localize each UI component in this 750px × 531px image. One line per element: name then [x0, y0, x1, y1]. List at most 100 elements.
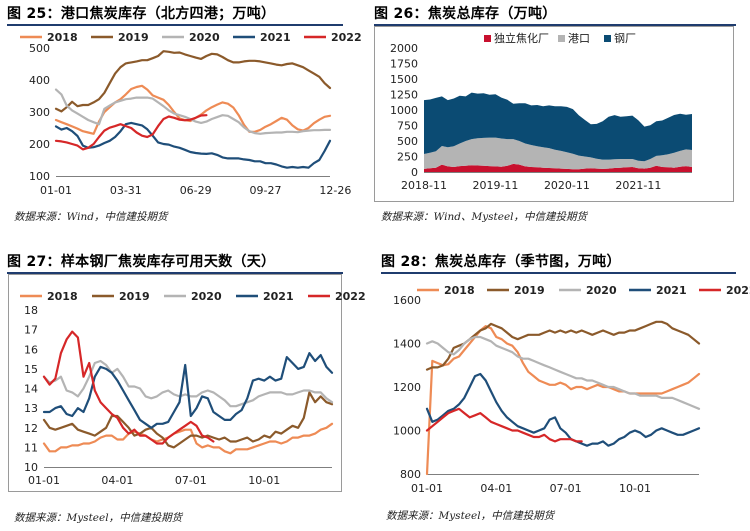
fig27-legend-label-2019: 2019: [119, 290, 150, 303]
fig25-y-tick-label: 100: [29, 170, 50, 183]
fig25-legend-label-2022: 2022: [331, 31, 362, 44]
fig26-legend-label-钢厂: 钢厂: [614, 32, 636, 45]
fig28-x-tick-label: 10-01: [619, 482, 651, 495]
figure-26-rule: [374, 24, 736, 26]
figure-26-title: 图 26：焦炭总库存（万吨）: [374, 6, 557, 22]
fig28-legend-label-2022: 2022: [726, 284, 750, 297]
fig25-x-tick-label: 09-27: [250, 184, 282, 197]
fig27-y-tick-label: 15: [24, 363, 38, 376]
fig27-y-tick-label: 11: [24, 441, 38, 454]
fig25-series-2022-line: [54, 114, 208, 151]
fig27-y-tick-label: 16: [24, 343, 38, 356]
figure-25-rule: [7, 24, 343, 26]
fig27-y-tick-label: 10: [24, 461, 38, 474]
fig25-y-tick-label: 400: [29, 74, 50, 87]
fig28-y-tick-label: 1000: [393, 425, 421, 438]
fig25-y-tick-label: 200: [29, 138, 50, 151]
fig25-y-tick-label: 500: [29, 42, 50, 55]
figure-25-chart: 100 200 300 400 500 01-01 03-31 06-29 09-27 12-26…: [20, 31, 362, 197]
fig28-series-2018-line: [425, 324, 701, 476]
fig27-y-tick-label: 13: [24, 402, 38, 415]
fig26-y-tick-label: 1500: [390, 73, 418, 86]
figure-25-source: 数据来源：Wind，中信建投期货: [14, 211, 168, 223]
fig28-series-2021-line: [425, 372, 701, 447]
fig25-y-tick-label: 300: [29, 106, 50, 119]
fig25-series-2019-line: [54, 50, 332, 113]
figure-27-source: 数据来源：Mysteel，中信建投期货: [14, 512, 183, 524]
fig28-series-2022-line: [425, 407, 583, 443]
figure-27-rule: [7, 272, 343, 274]
fig25-x-tick-label: 06-29: [180, 184, 212, 197]
fig28-x-tick-label: 04-01: [480, 482, 512, 495]
fig25-legend-label-2018: 2018: [47, 31, 78, 44]
fig26-y-tick-label: 1250: [390, 89, 418, 102]
figure-26-source: 数据来源：Wind、Mysteel，中信建投期货: [381, 211, 588, 223]
figure-28-source: 数据来源：Mysteel，中信建投期货: [386, 510, 555, 522]
fig28-y-tick-label: 1600: [393, 294, 421, 307]
fig26-area-港口: [424, 137, 692, 170]
fig26-area-钢厂: [424, 92, 692, 162]
fig25-x-tick-label: 01-01: [40, 184, 72, 197]
figure-25-title: 图 25：港口焦炭库存（北方四港；万吨）: [7, 6, 276, 22]
fig25-series-2021-line: [54, 121, 332, 169]
figure-28-rule: [381, 272, 736, 274]
fig28-legend-label-2018: 2018: [444, 284, 475, 297]
fig27-legend-label-2020: 2020: [191, 290, 222, 303]
fig27-series-2021-line: [42, 352, 334, 429]
fig27-series-2022-line: [42, 330, 215, 445]
fig26-x-tick-label: 2019-11: [472, 179, 518, 192]
fig28-y-tick-label: 800: [400, 468, 421, 481]
fig28-y-tick-label: 1200: [393, 381, 421, 394]
fig26-x-tick-label: 2021-11: [615, 179, 661, 192]
fig27-x-tick-label: 07-01: [175, 474, 207, 487]
fig25-series-2018-line: [54, 84, 332, 135]
fig25-legend-label-2021: 2021: [260, 31, 291, 44]
fig27-x-tick-label: 10-01: [248, 474, 280, 487]
fig27-legend-label-2021: 2021: [263, 290, 294, 303]
fig25-series-2020-line: [54, 88, 332, 135]
figure-26-chart: 0 250 500 750 1000 1250 1500 1750 2000 2018-11 201…: [374, 26, 734, 202]
fig27-series-2018-line: [42, 422, 334, 455]
fig26-legend-label-独立焦化厂: 独立焦化厂: [494, 31, 549, 45]
figure-28-chart: 800 1000 1200 1400 1600 01-01 04-01 07-01 10-01 2…: [393, 284, 750, 495]
fig28-legend-label-2021: 2021: [656, 284, 687, 297]
fig27-y-tick-label: 12: [24, 422, 38, 435]
fig26-legend-swatch-独立焦化厂: [484, 35, 491, 42]
fig25-x-tick-label: 03-31: [110, 184, 142, 197]
fig25-legend-label-2019: 2019: [118, 31, 149, 44]
figure-27-title: 图 27：样本钢厂焦炭库存可用天数（天）: [7, 254, 276, 270]
fig26-frame: [374, 26, 734, 202]
fig27-legend-label-2022: 2022: [335, 290, 366, 303]
fig27-legend-label-2018: 2018: [47, 290, 78, 303]
fig25-x-tick-label: 12-26: [319, 184, 351, 197]
figure-28-title: 图 28：焦炭总库存（季节图，万吨）: [381, 254, 621, 270]
fig26-x-tick-label: 2020-11: [544, 179, 590, 192]
fig26-y-tick-label: 2000: [390, 42, 418, 55]
fig28-x-tick-label: 07-01: [550, 482, 582, 495]
fig28-legend-label-2020: 2020: [586, 284, 617, 297]
fig26-y-tick-label: 750: [397, 120, 418, 133]
fig26-y-tick-label: 0: [411, 166, 418, 179]
fig26-legend-swatch-港口: [558, 35, 565, 42]
fig27-y-tick-label: 14: [24, 383, 38, 396]
fig26-x-tick-label: 2018-11: [401, 179, 447, 192]
fig26-y-tick-label: 250: [397, 151, 418, 164]
fig28-y-tick-label: 1400: [393, 338, 421, 351]
fig27-series-2019-line: [42, 391, 334, 449]
fig26-y-tick-label: 1750: [390, 58, 418, 71]
fig27-x-tick-label: 04-01: [101, 474, 133, 487]
fig26-area-独立焦化厂: [424, 163, 692, 172]
fig28-legend-label-2019: 2019: [514, 284, 545, 297]
figure-27-chart: 10 11 12 13 14 15 16 17 18 01-01 04-01 07-01 10-01 20…: [8, 274, 366, 492]
fig27-y-tick-label: 17: [24, 324, 38, 337]
fig26-y-tick-label: 1000: [390, 104, 418, 117]
fig28-series-2020-line: [425, 335, 701, 410]
fig27-y-tick-label: 18: [24, 304, 38, 317]
fig27-frame: [8, 274, 342, 492]
fig26-legend-swatch-钢厂: [604, 35, 611, 42]
fig26-legend-label-港口: 港口: [568, 32, 590, 45]
fig28-x-tick-label: 01-01: [411, 482, 443, 495]
fig27-x-tick-label: 01-01: [28, 474, 60, 487]
fig26-y-tick-label: 500: [397, 135, 418, 148]
fig25-legend-label-2020: 2020: [189, 31, 220, 44]
